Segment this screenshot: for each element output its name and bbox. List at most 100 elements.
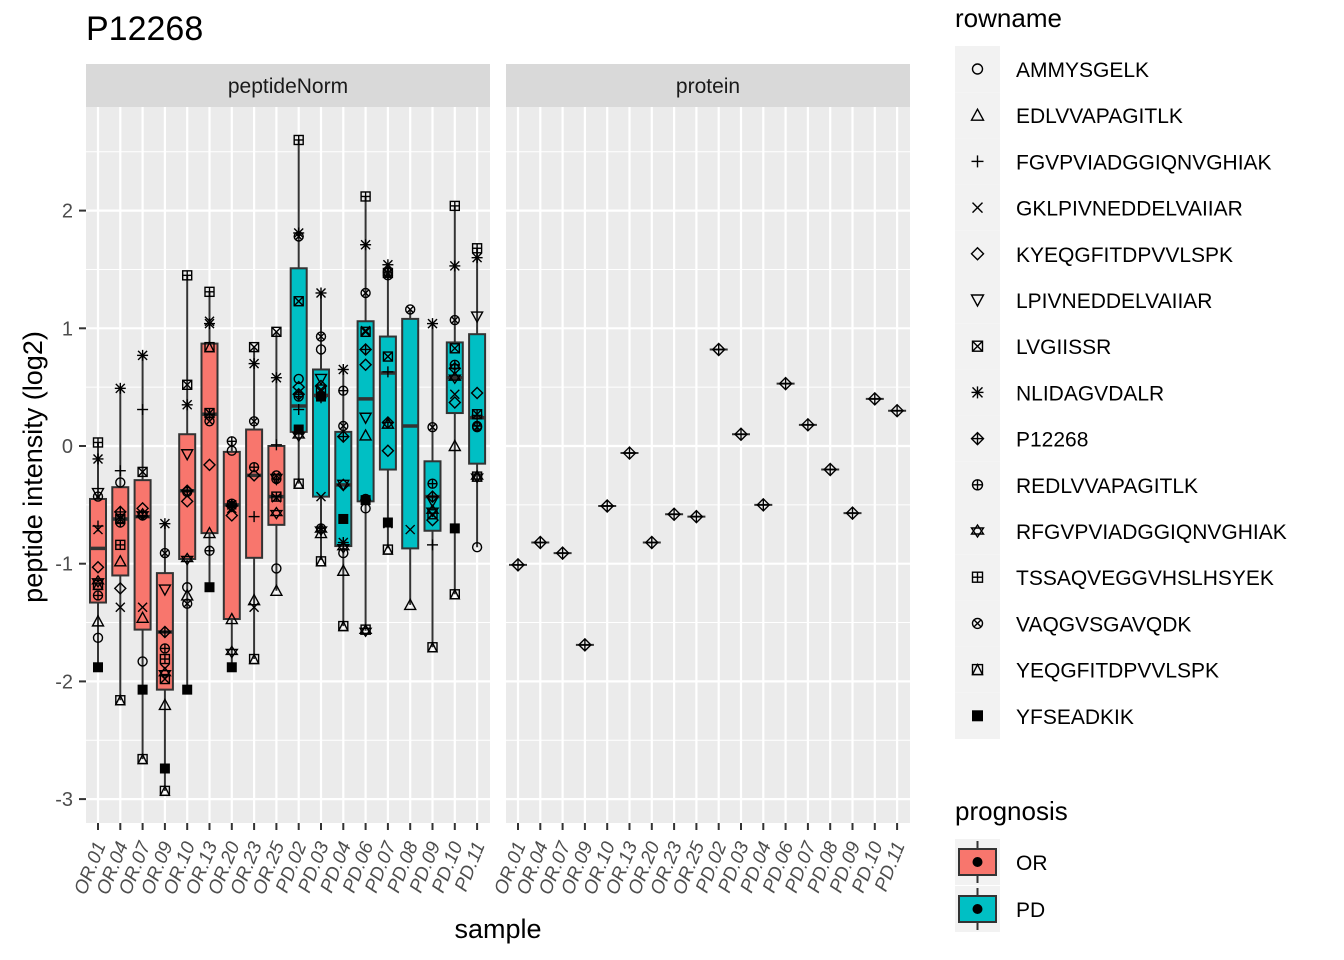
point-diamond-plus: [711, 342, 726, 357]
point-asterisk: [114, 382, 126, 394]
legend-rowname-label: LPIVNEDDELVAIIAR: [1016, 290, 1212, 313]
protein-point-PD.11: [888, 403, 907, 418]
protein-point-PD.03: [732, 427, 750, 442]
point-circle-plus: [159, 643, 171, 654]
point-diamond-plus: [970, 431, 985, 446]
legend-rowname-title: rowname: [955, 3, 1062, 33]
boxplot-OR.20: [222, 441, 241, 668]
legend-prognosis-label: OR: [1016, 852, 1048, 875]
point-triangle: [248, 652, 260, 665]
y-tick-label: -1: [55, 554, 73, 576]
axes: 210-1-2-3OR.01OR.04OR.07OR.09OR.10OR.13O…: [55, 201, 910, 898]
point-square-plus: [92, 437, 104, 448]
point-triangle: [202, 526, 217, 539]
point-circle: [181, 582, 193, 593]
point-star-david: [447, 370, 462, 385]
legend-rowname-label: VAQGVSGAVQDK: [1016, 613, 1191, 636]
point-asterisk: [337, 363, 349, 375]
point-triangle-down: [314, 373, 328, 386]
point-triangle: [359, 623, 372, 635]
point-circle-plus: [338, 385, 349, 396]
point-square-triangle: [359, 623, 372, 635]
point-triangle-down: [336, 479, 350, 492]
point-square-plus: [449, 200, 460, 212]
point-square-filled: [293, 424, 304, 435]
point-star-david: [269, 506, 284, 520]
point-diamond: [970, 246, 985, 261]
point-stroke: [161, 549, 169, 557]
point-triangle: [135, 610, 150, 624]
point-diamond-plus: [511, 557, 525, 572]
point-stroke: [204, 318, 215, 329]
point-stroke: [972, 340, 983, 352]
point-triangle-down: [91, 487, 105, 501]
legend-rowname-label: KYEQGFITDPVVLSPK: [1016, 244, 1233, 267]
y-tick-label: -3: [55, 789, 73, 811]
point-square-filled: [360, 495, 371, 506]
point-circle: [92, 632, 104, 644]
point-asterisk: [360, 239, 372, 251]
point-diamond: [247, 468, 261, 482]
point-circle: [226, 498, 238, 509]
point-square-cross: [971, 340, 984, 352]
point-circle-cross: [471, 421, 483, 433]
point-triangle-down: [358, 412, 373, 425]
point-asterisk: [449, 260, 461, 272]
point-stroke: [472, 409, 483, 420]
point-triangle-down: [425, 496, 440, 509]
point-circle-plus: [92, 590, 104, 601]
point-square-filled: [972, 710, 983, 722]
point-star-david: [158, 666, 172, 680]
point-circle: [204, 416, 215, 427]
point-stroke: [205, 417, 214, 425]
point-triangle-down: [358, 412, 373, 425]
y-tick-label: 0: [62, 436, 73, 458]
point-square-triangle: [248, 652, 260, 665]
boxplot-OR.04: [111, 388, 130, 701]
point-diamond: [359, 358, 373, 372]
point-stroke: [338, 364, 349, 375]
protein-point-PD.08: [821, 462, 840, 477]
point-stroke: [249, 358, 260, 369]
legend-rowname-label: YFSEADKIK: [1016, 706, 1134, 729]
point-circle: [405, 304, 416, 315]
point-triangle: [203, 341, 216, 353]
point-triangle-down: [470, 473, 484, 484]
point-diamond-plus: [689, 509, 704, 524]
point-triangle: [358, 428, 373, 441]
panel-background-2: [506, 107, 910, 823]
legend-rowname-label: EDLVVAPAGITLK: [1016, 105, 1183, 128]
point-circle: [360, 287, 371, 299]
box-iqr: [200, 342, 219, 535]
legend-dot: [972, 904, 983, 914]
point-triangle: [358, 428, 373, 441]
point-cross: [137, 602, 148, 613]
point-triangle-down: [425, 496, 440, 509]
point-plus: [293, 404, 305, 416]
point-triangle: [247, 593, 261, 606]
protein-point-OR.09: [575, 637, 594, 652]
point-circle-cross: [405, 304, 416, 315]
point-diamond: [970, 246, 985, 261]
point-circle-plus: [427, 478, 438, 489]
point-square-filled: [382, 517, 393, 528]
point-stroke: [137, 602, 148, 613]
point-triangle-down: [970, 294, 985, 308]
point-triangle: [135, 610, 150, 624]
point-diamond: [203, 458, 216, 472]
point-circle-cross: [248, 416, 260, 427]
point-square-filled: [226, 662, 237, 673]
point-square-plus: [971, 571, 984, 583]
boxplot-PD.02: [289, 139, 308, 484]
point-triangle: [336, 540, 351, 551]
point-circle: [338, 420, 349, 432]
point-diamond-plus: [845, 506, 860, 521]
point-circle: [293, 373, 304, 385]
point-plus: [248, 511, 260, 523]
point-asterisk: [270, 372, 282, 384]
point-circle: [971, 63, 984, 75]
point-triangle-down: [447, 374, 462, 385]
point-stroke: [159, 518, 170, 529]
point-circle: [137, 656, 148, 667]
point-stroke: [316, 287, 326, 298]
